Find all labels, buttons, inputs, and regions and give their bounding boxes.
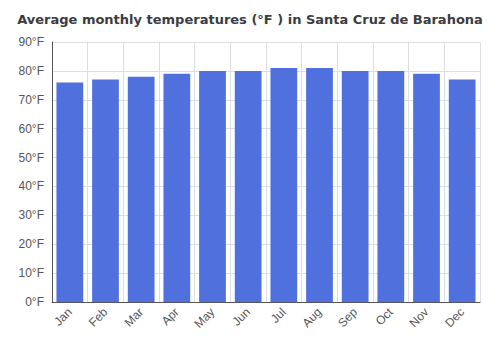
svg-text:Mar: Mar: [122, 305, 147, 329]
svg-text:Sep: Sep: [335, 305, 360, 330]
svg-text:90°F: 90°F: [19, 35, 44, 49]
svg-text:60°F: 60°F: [19, 122, 44, 136]
svg-text:80°F: 80°F: [19, 64, 44, 78]
svg-text:30°F: 30°F: [19, 208, 44, 222]
svg-text:Feb: Feb: [86, 305, 111, 330]
svg-text:0°F: 0°F: [25, 295, 44, 309]
svg-text:Jul: Jul: [268, 305, 289, 326]
svg-text:Jun: Jun: [230, 305, 254, 329]
svg-text:Oct: Oct: [373, 305, 397, 329]
svg-text:70°F: 70°F: [19, 93, 44, 107]
svg-text:10°F: 10°F: [19, 266, 44, 280]
svg-text:Aug: Aug: [299, 305, 324, 330]
svg-text:40°F: 40°F: [19, 179, 44, 193]
svg-text:20°F: 20°F: [19, 237, 44, 251]
svg-text:Jan: Jan: [51, 305, 75, 329]
svg-text:Average monthly temperatures (: Average monthly temperatures (°F ) in Sa…: [17, 12, 483, 27]
svg-text:50°F: 50°F: [19, 151, 44, 165]
svg-text:Apr: Apr: [159, 305, 182, 328]
svg-text:Dec: Dec: [442, 305, 467, 330]
svg-text:Nov: Nov: [406, 305, 431, 330]
svg-text:May: May: [192, 305, 218, 331]
